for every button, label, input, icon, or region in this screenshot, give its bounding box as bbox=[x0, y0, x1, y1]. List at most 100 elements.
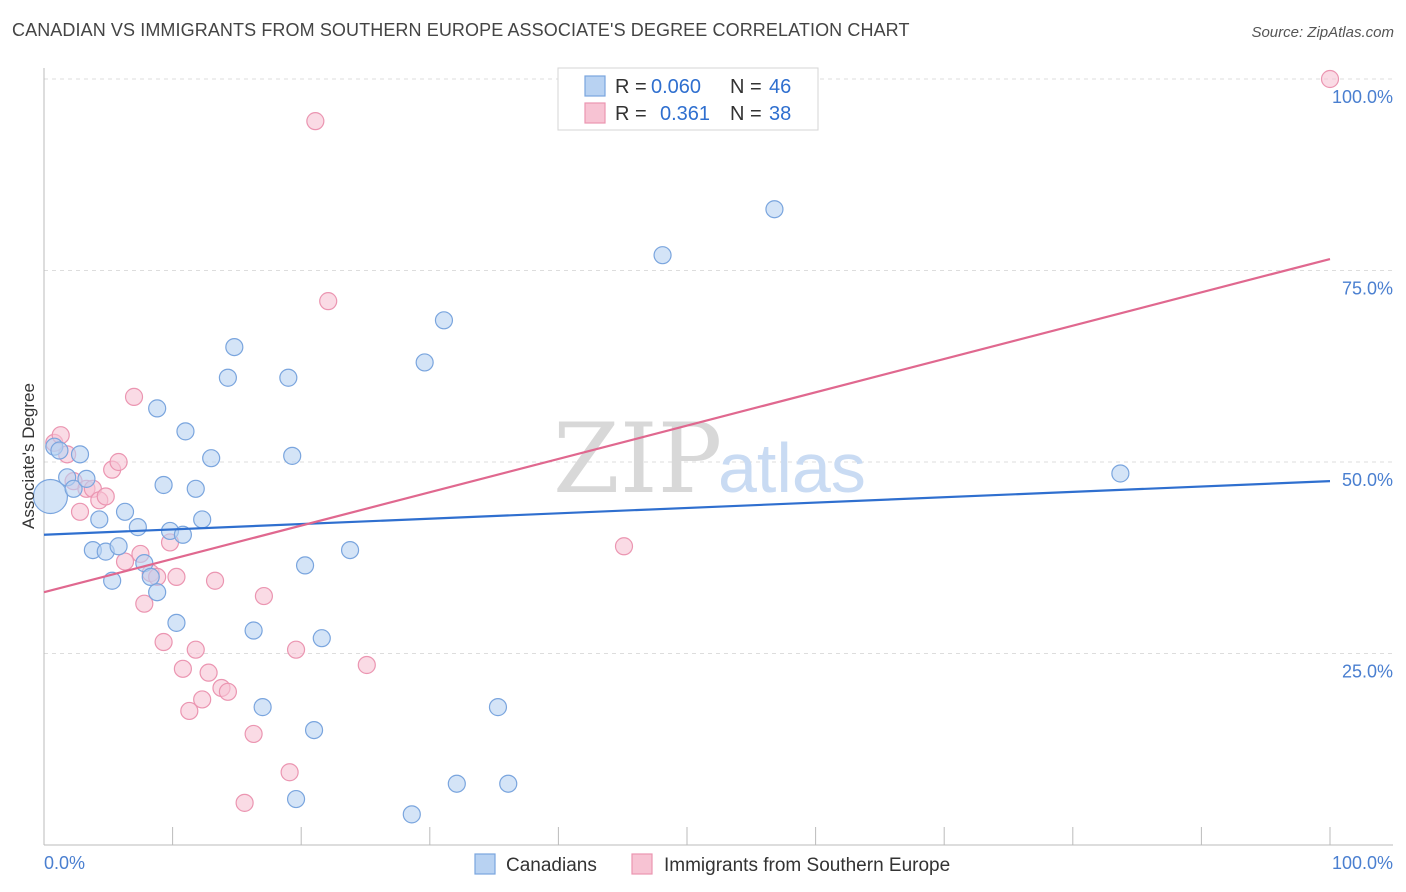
pink-point bbox=[124, 387, 144, 406]
blue-point bbox=[193, 510, 212, 529]
source-label: Source: ZipAtlas.com bbox=[1251, 24, 1394, 41]
y-tick-labels: 25.0% 50.0% 75.0% 100.0% bbox=[1332, 87, 1393, 682]
legend-n-label-1: N = bbox=[730, 76, 762, 98]
blue-point bbox=[488, 698, 508, 717]
legend-bottom-pink-swatch bbox=[631, 853, 653, 875]
blue-point bbox=[244, 621, 263, 640]
pink-point bbox=[614, 537, 634, 556]
blue-point bbox=[202, 449, 221, 468]
pink-point bbox=[173, 659, 192, 678]
legend-top: R = 0.060 N = 46 R = 0.361 N = 38 bbox=[557, 67, 819, 131]
pink-point bbox=[357, 655, 376, 675]
pink-point bbox=[286, 640, 306, 659]
legend-blue-swatch bbox=[584, 75, 606, 97]
blue-point bbox=[167, 613, 186, 632]
blue-point bbox=[340, 540, 360, 560]
watermark-atlas: atlas bbox=[718, 429, 866, 507]
blue-point bbox=[653, 246, 672, 265]
legend-n-value-1: 46 bbox=[769, 76, 791, 98]
blue-point bbox=[415, 353, 434, 372]
blue-point bbox=[148, 399, 167, 418]
pink-point bbox=[1320, 69, 1340, 89]
pink-series-points bbox=[45, 69, 1340, 812]
pink-point bbox=[218, 682, 237, 701]
pink-point bbox=[109, 452, 128, 472]
pink-point bbox=[244, 724, 263, 744]
chart-title: CANADIAN VS IMMIGRANTS FROM SOUTHERN EUR… bbox=[12, 20, 910, 40]
blue-trendline bbox=[43, 480, 1331, 536]
blue-point bbox=[148, 583, 167, 602]
blue-point bbox=[434, 311, 454, 330]
blue-point bbox=[402, 805, 421, 824]
pink-point bbox=[180, 701, 199, 721]
blue-point bbox=[176, 422, 195, 441]
pink-point bbox=[70, 502, 90, 521]
y-tick-label-50: 50.0% bbox=[1342, 470, 1393, 490]
blue-point bbox=[312, 629, 331, 648]
legend-bottom: Canadians Immigrants from Southern Europ… bbox=[474, 853, 950, 876]
blue-point bbox=[115, 502, 135, 521]
pink-point bbox=[319, 292, 338, 311]
blue-point bbox=[447, 774, 466, 793]
blue-point bbox=[295, 556, 315, 575]
legend-n-value-2: 38 bbox=[769, 103, 791, 125]
pink-point bbox=[254, 586, 274, 606]
blue-point bbox=[186, 479, 205, 498]
blue-point bbox=[64, 479, 83, 498]
gridlines bbox=[44, 78, 1393, 654]
pink-point bbox=[235, 793, 254, 812]
y-tick-label-25: 25.0% bbox=[1342, 662, 1393, 682]
legend-bottom-immigrants: Immigrants from Southern Europe bbox=[664, 855, 950, 876]
legend-r-label-1: R = bbox=[615, 76, 647, 98]
pink-point bbox=[96, 487, 115, 506]
pink-point bbox=[193, 690, 212, 709]
legend-r-value-2: 0.361 bbox=[660, 103, 710, 125]
y-tick-label-100: 100.0% bbox=[1332, 87, 1393, 107]
blue-point bbox=[50, 441, 69, 460]
blue-point bbox=[218, 368, 237, 387]
y-axis-title: Associate's Degree bbox=[19, 383, 38, 529]
pink-point bbox=[115, 552, 135, 571]
blue-point bbox=[70, 445, 90, 464]
pink-trendline bbox=[43, 257, 1331, 594]
blue-point bbox=[279, 368, 298, 387]
y-tick-label-75: 75.0% bbox=[1342, 279, 1393, 299]
pink-point bbox=[167, 567, 186, 587]
legend-bottom-blue-swatch bbox=[474, 853, 496, 875]
pink-point bbox=[205, 571, 225, 590]
pink-point bbox=[280, 763, 299, 782]
trendlines bbox=[43, 257, 1331, 594]
blue-point bbox=[286, 789, 306, 809]
blue-point bbox=[283, 446, 302, 465]
pink-point bbox=[186, 640, 205, 659]
blue-point bbox=[765, 200, 784, 219]
blue-point bbox=[109, 537, 128, 556]
blue-point bbox=[225, 338, 244, 357]
watermark-zip: ZIP bbox=[553, 403, 722, 515]
pink-point bbox=[306, 112, 325, 131]
blue-point bbox=[1111, 464, 1130, 483]
blue-point bbox=[141, 567, 160, 587]
x-tick-label-min: 0.0% bbox=[44, 853, 85, 873]
blue-point bbox=[128, 518, 147, 537]
blue-point bbox=[90, 510, 109, 529]
axes bbox=[43, 68, 1393, 846]
blue-point bbox=[253, 698, 272, 717]
legend-pink-swatch bbox=[584, 102, 606, 124]
pink-point bbox=[135, 594, 154, 613]
blue-point bbox=[32, 478, 69, 515]
pink-point bbox=[154, 632, 173, 652]
blue-point bbox=[499, 774, 518, 793]
watermark: ZIP atlas bbox=[553, 403, 866, 515]
blue-point bbox=[77, 469, 96, 488]
blue-point bbox=[304, 720, 324, 740]
blue-point bbox=[154, 475, 173, 495]
legend-bottom-canadians: Canadians bbox=[506, 855, 597, 876]
blue-series-points bbox=[32, 200, 1130, 824]
legend-r-label-2: R = bbox=[615, 103, 647, 125]
blue-point bbox=[173, 525, 192, 544]
legend-r-value-1: 0.060 bbox=[651, 76, 701, 98]
pink-point bbox=[199, 663, 218, 682]
legend-n-label-2: N = bbox=[730, 103, 762, 125]
